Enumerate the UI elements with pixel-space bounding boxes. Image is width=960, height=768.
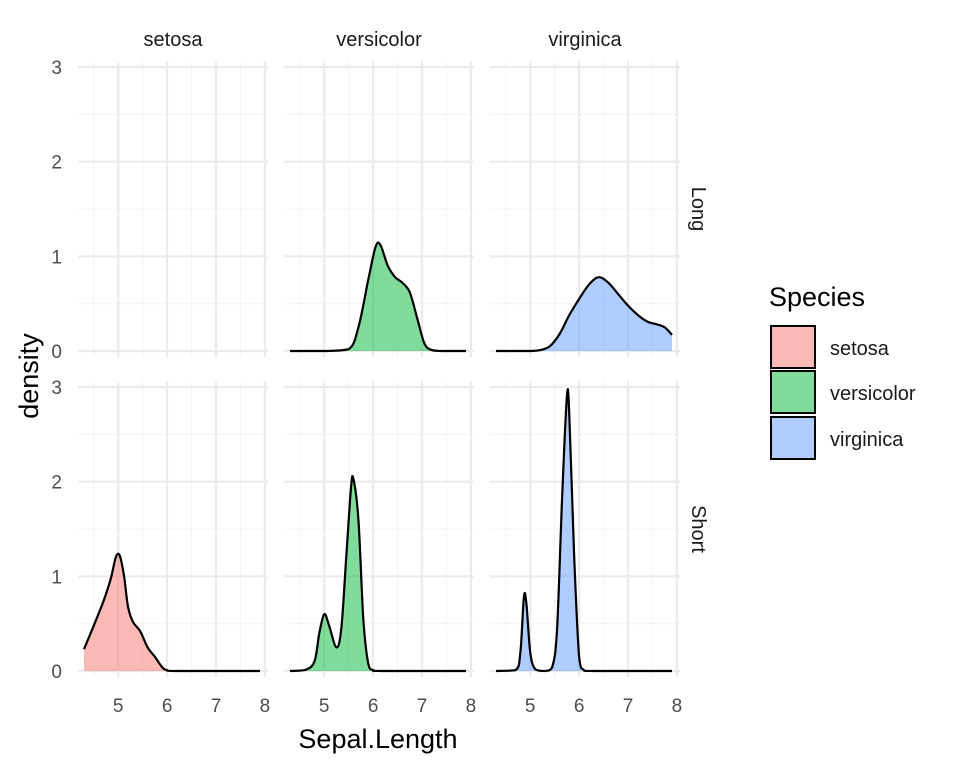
facet-column-label-versicolor: versicolor [336, 29, 422, 51]
y-tick-label: 3 [51, 58, 62, 79]
density-area-setosa-short [84, 553, 260, 671]
x-tick-label: 8 [672, 696, 683, 717]
y-tick-label: 1 [51, 567, 62, 588]
y-tick-label: 3 [51, 378, 62, 399]
x-tick-label: 7 [417, 696, 428, 717]
facet-column-label-virginica: virginica [548, 29, 622, 51]
facet-column-label-setosa: setosa [144, 29, 204, 51]
legend-key-setosa [770, 325, 816, 369]
x-tick-label: 8 [260, 696, 271, 717]
density-line-versicolor-long [289, 241, 466, 353]
y-tick-label: 0 [51, 342, 62, 363]
legend-label-virginica: virginica [830, 429, 904, 451]
panel-grid [490, 381, 680, 677]
x-tick-label: 6 [162, 696, 173, 717]
x-tick-label: 7 [623, 696, 634, 717]
panel-grid [284, 381, 474, 677]
x-tick-label: 6 [368, 696, 379, 717]
x-tick-label: 5 [525, 696, 536, 717]
x-axis-title: Sepal.Length [298, 724, 457, 754]
density-line-setosa-short [82, 552, 260, 673]
legend-title: Species [769, 282, 865, 312]
panels-layer [78, 61, 680, 677]
labels-layer: setosa versicolor virginica Long Short 0 1 2 3 0 1… [51, 29, 709, 717]
legend-key-versicolor [770, 370, 816, 414]
density-line-virginica-short [495, 388, 672, 673]
legend: Species setosa versicolor virginica [769, 282, 916, 460]
density-line-versicolor-short [289, 474, 466, 673]
legend-label-setosa: setosa [830, 338, 890, 360]
y-tick-label: 1 [51, 247, 62, 268]
panel-grid [78, 61, 268, 357]
density-area-virginica-long [496, 277, 672, 351]
x-tick-label: 5 [319, 696, 330, 717]
y-axis-title: density [14, 333, 44, 419]
facet-row-label-long: Long [687, 187, 709, 232]
y-tick-label: 0 [51, 662, 62, 683]
density-line-virginica-long [495, 276, 673, 353]
density-area-versicolor-long [290, 242, 466, 351]
legend-key-virginica [770, 416, 816, 460]
x-tick-label: 7 [211, 696, 222, 717]
x-tick-label: 6 [574, 696, 585, 717]
x-tick-label: 5 [113, 696, 124, 717]
legend-label-versicolor: versicolor [830, 383, 916, 405]
x-tick-label: 8 [466, 696, 477, 717]
facet-row-label-short: Short [687, 505, 709, 553]
density-area-versicolor-short [290, 476, 466, 671]
y-tick-label: 2 [51, 473, 62, 494]
y-tick-label: 2 [51, 153, 62, 174]
